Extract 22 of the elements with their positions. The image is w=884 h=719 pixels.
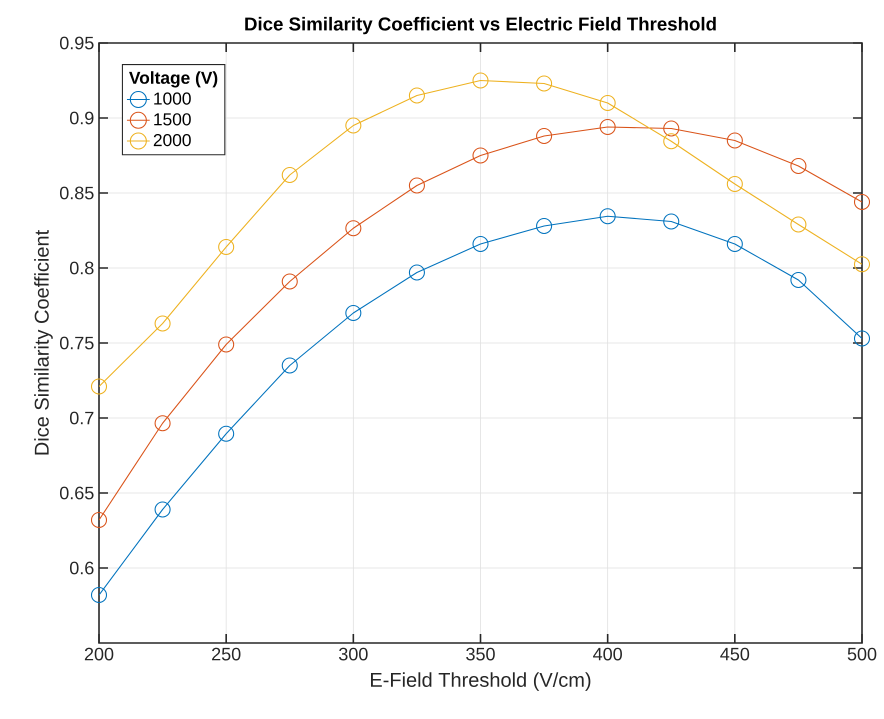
- x-tick-label: 400: [593, 648, 622, 660]
- x-axis-title: E-Field Threshold (V/cm): [370, 672, 590, 691]
- chart-title: Dice Similarity Coefficient vs Electric Field Threshold: [245, 16, 716, 34]
- y-tick-label: 0.8: [70, 262, 94, 274]
- y-tick-label: 0.65: [60, 486, 94, 500]
- y-axis-title: Dice Similarity Coefficient: [34, 230, 53, 455]
- x-tick-label: 350: [466, 648, 495, 660]
- legend-label: 2000: [154, 134, 191, 146]
- y-tick-label: 0.95: [60, 36, 94, 50]
- y-tick-label: 0.6: [70, 562, 94, 574]
- y-tick-label: 0.7: [70, 412, 94, 424]
- x-tick-label: 500: [848, 648, 876, 660]
- y-tick-label: 0.85: [60, 186, 94, 200]
- x-tick-label: 200: [84, 648, 114, 660]
- x-tick-label: 250: [212, 648, 240, 660]
- x-tick-label: 450: [720, 648, 750, 660]
- legend-title: Voltage (V): [129, 71, 218, 88]
- y-tick-label: 0.75: [60, 336, 94, 350]
- legend-label: 1500: [154, 113, 191, 126]
- legend-label: 1000: [154, 92, 191, 105]
- y-tick-label: 0.9: [70, 112, 94, 124]
- x-tick-label: 300: [339, 648, 368, 660]
